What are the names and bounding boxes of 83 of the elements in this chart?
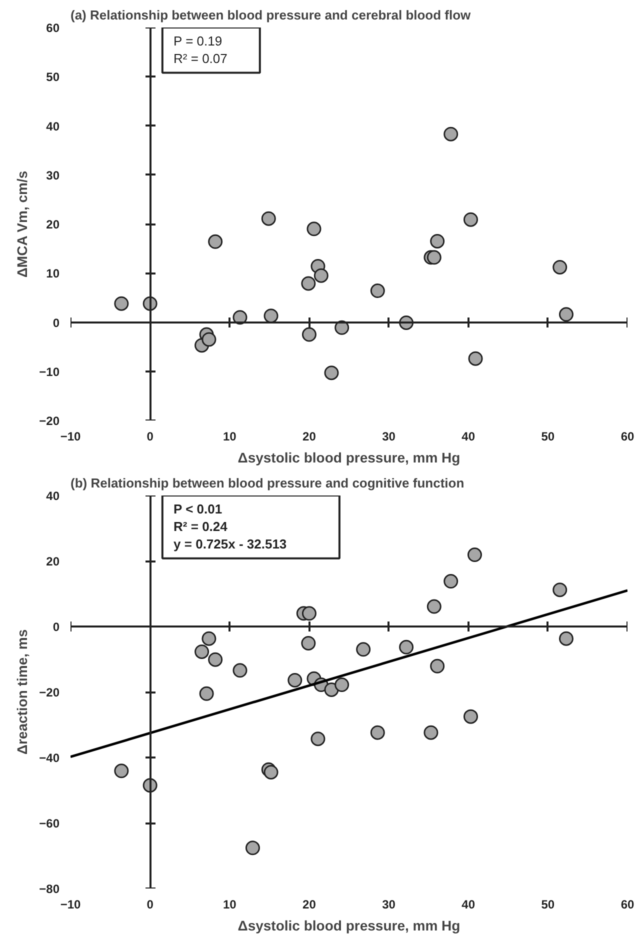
y-tick-label: 60 (46, 21, 60, 35)
annotation: y = 0.725x - 32.513 (174, 536, 287, 552)
x-tick-label: 0 (146, 430, 154, 444)
y-tick-label: −20 (39, 414, 60, 428)
point (314, 268, 328, 283)
point (463, 709, 478, 724)
annotation: R² = 0.07 (174, 51, 228, 66)
y-tick-label: 30 (46, 168, 60, 182)
point (302, 606, 316, 621)
x-tick-label: 30 (382, 430, 396, 444)
y-tick-label: 40 (46, 489, 60, 503)
point (424, 725, 438, 740)
point (208, 652, 223, 667)
point (356, 642, 371, 657)
point (114, 764, 129, 778)
point (558, 631, 574, 646)
point (208, 234, 223, 249)
annotation: P < 0.01 (174, 501, 222, 516)
y-tick-label: −10 (39, 364, 60, 379)
point (467, 548, 482, 562)
point (261, 211, 276, 226)
chart-title: (a) Relationship between blood pressure and cerebral blood flow (70, 8, 472, 22)
y-tick-label: 0 (52, 620, 60, 634)
y-tick-label: 0 (52, 316, 60, 330)
point (288, 672, 302, 688)
annotation: R² = 0.24 (174, 519, 228, 534)
y-tick-label: −20 (39, 686, 60, 700)
point (463, 212, 478, 227)
point (444, 574, 458, 589)
x-tick-label: 20 (302, 430, 316, 444)
point (444, 126, 458, 142)
point (370, 284, 385, 298)
point (426, 599, 442, 614)
x-tick-label: 60 (620, 430, 634, 444)
point (430, 658, 445, 674)
point (301, 276, 316, 291)
point (334, 678, 350, 692)
x-tick-label: 30 (382, 898, 396, 912)
x-tick-label: 20 (302, 898, 316, 912)
y-tick-label: −40 (39, 751, 60, 765)
y-tick-label: 20 (46, 554, 60, 568)
y-tick-label: 10 (46, 266, 60, 281)
x-tick-label: 40 (462, 430, 476, 444)
x-tick-label: 40 (462, 898, 476, 912)
point (426, 250, 442, 265)
point (114, 296, 129, 311)
point (370, 725, 385, 740)
y-tick-label: −80 (39, 882, 60, 896)
point (552, 582, 568, 598)
point (468, 351, 483, 366)
point (399, 640, 414, 654)
y-tick-label: 20 (46, 218, 60, 232)
x-tick-label: 60 (620, 898, 634, 912)
x-axis-title: Δsystolic blood pressure, mm Hg (238, 918, 460, 934)
point (552, 260, 568, 274)
point (202, 332, 216, 347)
point (264, 765, 278, 780)
point (558, 307, 574, 322)
x-tick-label: 50 (541, 898, 555, 912)
y-axis-title: ΔMCA Vm, cm/s (14, 170, 30, 278)
x-tick-label: 0 (146, 898, 154, 912)
y-tick-label: 50 (46, 70, 60, 84)
annotation: P = 0.19 (174, 33, 222, 48)
x-tick-label: 50 (541, 430, 555, 444)
point (301, 636, 316, 650)
point (245, 840, 260, 856)
y-axis-title: Δreaction time, ms (14, 629, 30, 755)
x-tick-label: 10 (222, 430, 237, 444)
point (199, 686, 214, 701)
point (324, 366, 339, 380)
point (430, 234, 445, 248)
point (232, 663, 248, 678)
point (202, 631, 216, 646)
x-tick-label: 10 (222, 898, 237, 912)
point (310, 732, 326, 746)
y-tick-label: −60 (39, 816, 60, 830)
chart-title: (b) Relationship between blood pressure and cognitive function (70, 476, 464, 490)
y-tick-label: 40 (46, 119, 60, 134)
point (194, 644, 210, 659)
point (264, 308, 278, 324)
point (302, 327, 316, 342)
x-axis-title: Δsystolic blood pressure, mm Hg (238, 450, 460, 466)
point (306, 222, 322, 236)
